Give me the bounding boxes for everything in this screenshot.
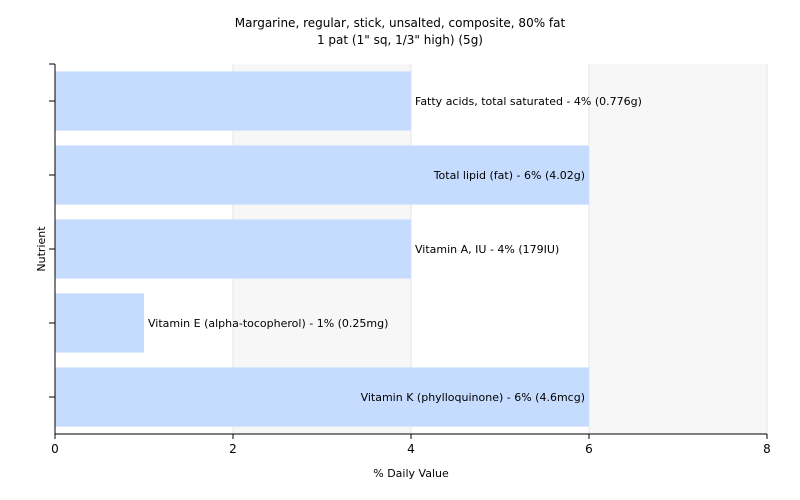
bar: [55, 367, 589, 427]
chart-title: Margarine, regular, stick, unsalted, com…: [235, 16, 566, 30]
x-tick-label: 4: [407, 442, 415, 456]
plot-band: [589, 64, 767, 434]
x-axis-label: % Daily Value: [373, 467, 449, 480]
bar-label: Vitamin A, IU - 4% (179IU): [415, 243, 559, 256]
x-tick-label: 8: [763, 442, 771, 456]
bar: [55, 145, 589, 205]
x-tick-label: 2: [229, 442, 237, 456]
plot-area: Fatty acids, total saturated - 4% (0.776…: [49, 63, 771, 456]
bar-label: Vitamin E (alpha-tocopherol) - 1% (0.25m…: [148, 317, 388, 330]
x-tick-label: 0: [51, 442, 59, 456]
bar: [55, 71, 411, 131]
bar-label: Total lipid (fat) - 6% (4.02g): [433, 169, 585, 182]
bar-label: Fatty acids, total saturated - 4% (0.776…: [415, 95, 642, 108]
x-tick-label: 6: [585, 442, 593, 456]
chart-subtitle: 1 pat (1" sq, 1/3" high) (5g): [317, 33, 483, 47]
bar: [55, 219, 411, 279]
bar: [55, 293, 144, 353]
bar-label: Vitamin K (phylloquinone) - 6% (4.6mcg): [361, 391, 585, 404]
y-axis-label: Nutrient: [35, 226, 48, 272]
